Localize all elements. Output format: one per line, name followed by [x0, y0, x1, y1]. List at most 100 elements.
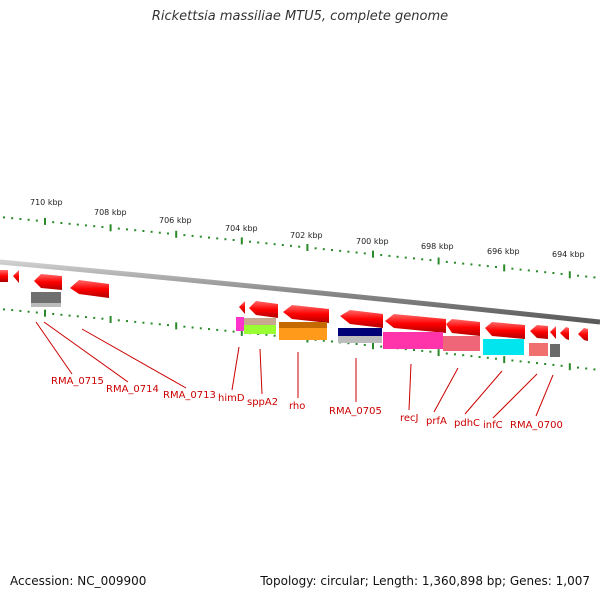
minor-tick [577, 366, 579, 369]
minor-tick [68, 222, 71, 225]
minor-tick [167, 232, 169, 235]
minor-tick [404, 348, 407, 351]
minor-tick [158, 323, 161, 326]
feature-box [443, 336, 480, 351]
gene-arrow [239, 301, 245, 314]
minor-tick [380, 345, 383, 348]
gene-label: prfA [426, 416, 447, 427]
minor-tick [404, 256, 407, 259]
minor-tick [19, 218, 22, 220]
major-tick [437, 257, 440, 265]
feature-box [529, 343, 548, 356]
minor-tick [208, 236, 210, 239]
minor-tick [585, 367, 588, 370]
gene-arrow [530, 325, 548, 339]
major-tick [175, 230, 178, 238]
major-tick [44, 217, 46, 225]
minor-tick [183, 325, 186, 328]
minor-tick [167, 324, 169, 327]
minor-tick [216, 237, 219, 240]
feature-box [550, 344, 560, 357]
minor-tick [560, 364, 563, 367]
minor-tick [191, 326, 194, 329]
minor-tick [93, 316, 96, 319]
minor-tick [60, 222, 63, 224]
minor-tick [52, 313, 55, 315]
minor-tick [273, 243, 276, 246]
minor-tick [462, 354, 465, 357]
major-tick [568, 363, 571, 371]
major-tick [306, 244, 309, 251]
minor-tick [536, 362, 538, 365]
minor-tick [552, 272, 555, 274]
major-tick [109, 316, 112, 323]
minor-tick [3, 308, 5, 311]
minor-tick [117, 227, 120, 230]
minor-tick [93, 225, 96, 228]
outer-scale-ticks [3, 216, 596, 279]
minor-tick [35, 219, 38, 222]
minor-tick [199, 235, 202, 238]
map-title: Rickettsia massiliae MTU5, complete geno… [151, 9, 449, 24]
major-tick [568, 271, 571, 279]
minor-tick [216, 328, 219, 331]
gene-arrow [578, 328, 588, 341]
minor-tick [224, 329, 227, 332]
gene-label: himD [218, 393, 245, 404]
minor-tick [265, 333, 268, 336]
minor-tick [396, 255, 399, 258]
genome-summary-text: Topology: circular; Length: 1,360,898 bp… [260, 574, 590, 588]
minor-tick [199, 327, 202, 330]
minor-tick [281, 244, 284, 246]
minor-tick [11, 217, 14, 220]
minor-tick [314, 247, 317, 250]
gene-label: RMA_0700 [510, 420, 563, 431]
minor-tick [519, 268, 522, 271]
feature-box [338, 328, 382, 336]
minor-tick [290, 244, 292, 247]
gene-label: pdhC [454, 418, 480, 429]
minor-tick [347, 250, 350, 253]
minor-tick [429, 350, 432, 353]
feature-box [236, 317, 244, 331]
minor-tick [265, 242, 268, 245]
minor-tick [85, 224, 87, 227]
minor-tick [413, 257, 415, 260]
minor-tick [224, 238, 227, 241]
minor-tick [208, 328, 210, 331]
scale-label: 702 kbp [290, 231, 323, 240]
minor-tick [331, 340, 333, 343]
minor-tick [585, 275, 588, 278]
gene-label: RMA_0714 [106, 384, 159, 395]
minor-tick [511, 359, 514, 362]
minor-tick [257, 241, 260, 244]
scale-label: 700 kbp [356, 237, 389, 246]
feature-box [338, 336, 382, 343]
feature-box [244, 318, 276, 325]
gene-arrow [446, 319, 480, 336]
minor-tick [445, 352, 448, 355]
minor-tick [478, 264, 481, 267]
minor-tick [388, 254, 391, 257]
gene-arrow [13, 270, 19, 283]
minor-tick [544, 363, 547, 365]
gene-label: RMA_0715 [51, 376, 104, 387]
gene-arrow [550, 326, 556, 339]
minor-tick [495, 357, 497, 360]
minor-tick [27, 218, 30, 221]
major-tick [240, 237, 243, 245]
minor-tick [134, 320, 137, 323]
minor-tick [454, 261, 456, 264]
minor-tick [470, 355, 473, 358]
minor-tick [158, 231, 161, 234]
gene-arrow [249, 301, 278, 318]
minor-tick [421, 349, 424, 352]
feature-box [279, 328, 327, 340]
scale-label: 708 kbp [94, 208, 127, 217]
minor-tick [150, 322, 153, 325]
minor-tick [52, 221, 55, 224]
gene-label: RMA_0713 [163, 390, 216, 401]
minor-tick [273, 334, 276, 337]
minor-tick [3, 216, 5, 219]
feature-box [483, 339, 524, 355]
